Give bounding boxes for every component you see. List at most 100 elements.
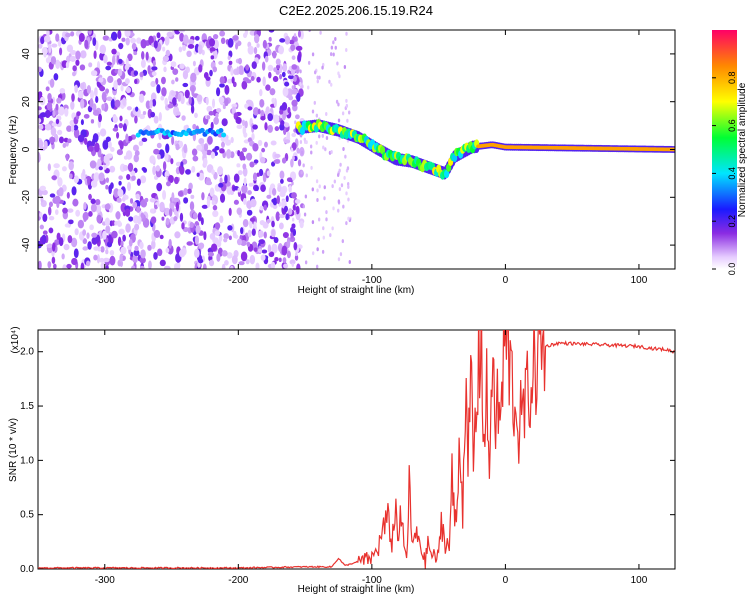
noise-blob: [46, 102, 53, 110]
noise-blob: [278, 45, 285, 55]
noise-blob: [178, 249, 186, 258]
noise-blob: [275, 211, 280, 222]
noise-blob: [105, 177, 110, 183]
noise-blob: [148, 260, 152, 269]
noise-blob: [233, 173, 240, 183]
noise-blob: [132, 144, 139, 152]
noise-blob: [71, 93, 75, 102]
noise-blob: [38, 106, 42, 111]
noise-blob: [200, 217, 204, 226]
noise-blob: [182, 227, 189, 233]
noise-blob: [236, 207, 243, 215]
snr-y-tick-label: 0.5: [20, 510, 34, 521]
noise-blob: [137, 215, 142, 225]
noise-blob: [119, 115, 123, 122]
noise-blob: [49, 193, 56, 198]
noise-blob: [259, 89, 263, 97]
noise-blob: [278, 257, 282, 263]
snr-series-line: [38, 330, 675, 569]
noise-blob: [80, 82, 85, 90]
noise-blob: [323, 185, 326, 190]
colorbar: 0.0 0.2 0.4 0.6 0.8 Normalized spectral ampl…: [712, 30, 748, 275]
noise-blob: [196, 172, 200, 177]
noise-blob: [280, 178, 284, 184]
noise-blob: [268, 36, 272, 42]
noise-blob: [330, 149, 333, 154]
noise-blob: [256, 76, 261, 83]
noise-blob: [101, 104, 105, 111]
noise-blob: [135, 106, 139, 112]
noise-blob: [83, 137, 88, 145]
noise-blob: [348, 260, 351, 265]
noise-blob: [53, 163, 60, 169]
signal-core: [379, 145, 386, 155]
noise-blob: [133, 70, 139, 76]
noise-blob: [271, 243, 278, 254]
noise-blob: [103, 54, 108, 64]
noise-blob: [345, 191, 348, 196]
noise-blob: [170, 61, 177, 68]
noise-blob: [266, 170, 271, 177]
noise-blob: [128, 238, 133, 247]
noise-blob: [288, 185, 292, 193]
noise-blob: [315, 140, 318, 145]
noise-blob: [285, 195, 289, 203]
noise-blob: [45, 57, 51, 64]
noise-blob: [288, 95, 294, 101]
noise-blob: [82, 229, 87, 236]
noise-blob: [309, 144, 313, 149]
snr-y-tick-label: 1.5: [20, 401, 34, 412]
snr-x-tick-label: -300: [95, 575, 115, 586]
noise-blob: [202, 263, 207, 269]
noise-blob: [52, 242, 56, 252]
noise-blob: [51, 256, 56, 264]
noise-blob: [289, 39, 295, 45]
noise-blob: [190, 104, 195, 114]
noise-blob: [345, 98, 348, 103]
noise-blob: [38, 66, 42, 73]
noise-blob: [225, 149, 232, 159]
noise-blob: [211, 243, 218, 252]
noise-blob: [192, 60, 196, 67]
spectrogram-x-tick-label: -200: [228, 275, 248, 286]
noise-blob: [78, 32, 85, 43]
noise-blob: [282, 257, 287, 264]
noise-blob: [325, 135, 329, 140]
noise-blob: [38, 124, 44, 130]
noise-blob: [205, 96, 209, 106]
noise-blob: [125, 208, 131, 217]
noise-blob: [156, 32, 161, 39]
noise-blob: [157, 153, 161, 160]
noise-blob: [105, 265, 109, 269]
noise-blob: [38, 152, 41, 163]
noise-blob: [105, 136, 111, 143]
noise-blob: [268, 251, 275, 258]
noise-blob: [345, 103, 349, 108]
noise-blob: [57, 39, 62, 47]
noise-blob: [241, 184, 248, 194]
noise-blob: [337, 199, 341, 204]
noise-blob: [256, 172, 261, 177]
noise-blob: [165, 49, 171, 57]
noise-blob: [126, 174, 131, 181]
noise-blob: [68, 161, 74, 171]
noise-blob: [153, 115, 159, 124]
noise-blob: [183, 143, 188, 154]
noise-blob: [209, 187, 215, 197]
noise-blob: [230, 136, 234, 144]
noise-blob: [293, 33, 297, 38]
noise-blob: [89, 160, 97, 169]
noise-blob: [223, 237, 228, 243]
noise-blob: [316, 79, 319, 84]
noise-blob: [242, 167, 248, 177]
noise-blob: [242, 197, 247, 205]
noise-blob: [156, 84, 161, 94]
noise-blob: [164, 170, 170, 177]
noise-blob: [196, 144, 203, 151]
noise-blob: [249, 217, 256, 222]
snr-panel: -300 -200 -100 0 100 0.0 0.5 1.0 1.5 2.0 Height …: [8, 326, 676, 595]
noise-blob: [47, 206, 52, 216]
noise-blob: [296, 69, 299, 74]
noise-blob: [170, 90, 177, 97]
noise-blob: [178, 165, 183, 172]
